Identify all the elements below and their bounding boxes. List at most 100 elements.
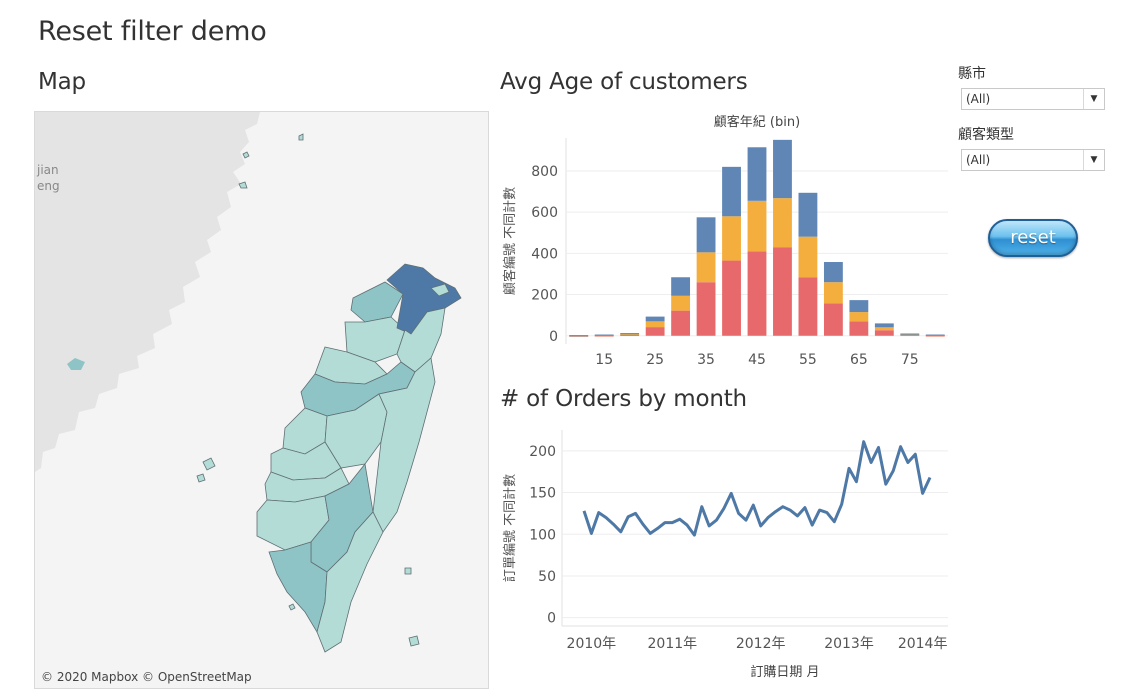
age-bar-segment-2[interactable] [696, 252, 716, 283]
map-title: Map [38, 69, 86, 95]
county-filter-dropdown[interactable]: (All) ▼ [961, 88, 1105, 110]
age-y-tick-label: 200 [531, 288, 558, 304]
county-taitung[interactable] [316, 511, 384, 653]
age-bar-segment-2[interactable] [620, 333, 640, 336]
age-bar-segment-1[interactable] [773, 247, 792, 336]
age-bar-segment-1[interactable] [696, 282, 716, 336]
age-bar-segment-2[interactable] [900, 334, 920, 336]
age-x-tick-label: 35 [697, 352, 715, 368]
orders-line-chart[interactable]: 訂單編號 不同計數 訂購日期 月 0 50 100 150 200 2010年 2011年… [500, 424, 952, 686]
age-y-tick-label: 800 [531, 164, 558, 180]
island-liuqiu [288, 603, 296, 611]
age-bar-segment-1[interactable] [747, 251, 767, 336]
age-bar-segment-2[interactable] [823, 282, 843, 304]
age-bar-segment-1[interactable] [874, 330, 894, 336]
age-bar-segment-2[interactable] [671, 295, 691, 311]
age-bar-segment-3[interactable] [925, 334, 945, 336]
map-view[interactable]: jian eng © 2020 Mapbox © OpenStreetMap [34, 111, 489, 689]
reset-button-label: reset [1010, 227, 1056, 248]
age-x-tick-label: 75 [901, 352, 919, 368]
county-filter-label: 縣市 [958, 66, 986, 82]
orders-y-tick-label: 50 [538, 569, 556, 585]
age-bar-segment-3[interactable] [569, 335, 589, 337]
age-bar-segment-3[interactable] [620, 333, 640, 335]
orders-x-tick-label: 2013年 [824, 636, 874, 652]
orders-y-axis-label: 訂單編號 不同計數 [502, 474, 518, 582]
island-green [404, 567, 412, 575]
age-bar-segment-3[interactable] [849, 300, 869, 313]
age-bar-segment-3[interactable] [874, 323, 894, 328]
age-bar-segment-2[interactable] [722, 216, 741, 261]
age-bar-segment-2[interactable] [773, 198, 792, 248]
age-bar-segment-1[interactable] [645, 327, 665, 336]
orders-series-line[interactable] [582, 440, 932, 537]
county-hualien[interactable] [372, 357, 436, 533]
age-chart-header: 顧客年紀 (bin) [714, 114, 800, 130]
map-credit[interactable]: © 2020 Mapbox © OpenStreetMap [41, 670, 252, 684]
place-label-jian: jian [36, 163, 59, 177]
age-bar-segment-3[interactable] [594, 334, 614, 336]
age-bar-segment-3[interactable] [823, 262, 843, 283]
age-y-tick-label: 400 [531, 246, 558, 262]
age-bar-segment-1[interactable] [849, 321, 869, 336]
place-label-eng: eng [37, 179, 60, 193]
age-x-tick-label: 15 [595, 352, 613, 368]
age-bar-segment-2[interactable] [874, 327, 894, 331]
age-y-tick-label: 0 [549, 329, 558, 345]
island-penghu-2 [196, 473, 206, 483]
age-bar-segment-3[interactable] [900, 333, 920, 335]
county-penghu[interactable] [202, 457, 216, 471]
county-keelung[interactable] [430, 283, 450, 297]
orders-x-axis-label: 訂購日期 月 [750, 664, 819, 680]
age-bar-segment-1[interactable] [671, 310, 691, 336]
orders-x-tick-label: 2010年 [567, 636, 617, 652]
county-filter-value: (All) [966, 92, 991, 106]
age-bar-segment-1[interactable] [823, 303, 843, 336]
age-y-tick-label: 600 [531, 205, 558, 221]
age-x-tick-label: 55 [799, 352, 817, 368]
age-bar-segment-2[interactable] [645, 321, 665, 328]
age-bar-segment-3[interactable] [773, 139, 792, 199]
age-bar-segment-2[interactable] [849, 312, 869, 322]
age-bar-segment-2[interactable] [798, 236, 818, 278]
age-bar-chart[interactable]: 顧客年紀 (bin) 顧客編號 不同計數 0 200 400 600 800 15 25 3… [500, 108, 952, 380]
age-bar-segment-2[interactable] [747, 200, 767, 252]
orders-y-tick-label: 150 [529, 486, 556, 502]
chevron-down-icon[interactable]: ▼ [1083, 89, 1104, 109]
age-bar-segment-1[interactable] [620, 334, 640, 336]
orders-x-tick-label: 2014年 [898, 636, 948, 652]
mainland-land [35, 112, 260, 472]
age-bar-segment-1[interactable] [722, 260, 741, 336]
age-bar-segment-3[interactable] [645, 316, 665, 322]
age-chart-title: Avg Age of customers [500, 69, 748, 95]
age-bar-segment-3[interactable] [747, 147, 767, 201]
island-matsu-2 [298, 133, 304, 141]
age-x-tick-label: 65 [850, 352, 868, 368]
age-bar-segment-1[interactable] [900, 334, 920, 336]
taiwan-map[interactable]: jian eng [35, 112, 488, 688]
island-kinmen [238, 181, 248, 189]
orders-y-tick-label: 0 [547, 611, 556, 627]
island-matsu [242, 151, 250, 159]
age-bar-segment-3[interactable] [671, 277, 691, 296]
age-bar-segment-3[interactable] [722, 166, 741, 217]
county-taoyuan[interactable] [350, 281, 404, 323]
customer-type-filter-dropdown[interactable]: (All) ▼ [961, 149, 1105, 171]
orders-x-tick-label: 2011年 [648, 636, 698, 652]
chevron-down-icon[interactable]: ▼ [1083, 150, 1104, 170]
age-bar-segment-3[interactable] [696, 217, 716, 253]
county-new-taipei[interactable] [386, 263, 462, 335]
age-bar-segment-3[interactable] [798, 192, 818, 237]
mainland-island [67, 358, 85, 370]
age-bar-segment-1[interactable] [798, 277, 818, 336]
age-x-tick-label: 25 [646, 352, 664, 368]
orders-y-tick-label: 100 [529, 527, 556, 543]
age-y-axis-label: 顧客編號 不同計數 [502, 187, 518, 295]
orders-x-tick-label: 2012年 [736, 636, 786, 652]
age-x-tick-label: 45 [748, 352, 766, 368]
orders-y-tick-label: 200 [529, 444, 556, 460]
orders-chart-title: # of Orders by month [500, 386, 747, 412]
customer-type-filter-value: (All) [966, 153, 991, 167]
island-orchid [408, 635, 420, 647]
reset-button[interactable]: reset [988, 219, 1078, 257]
